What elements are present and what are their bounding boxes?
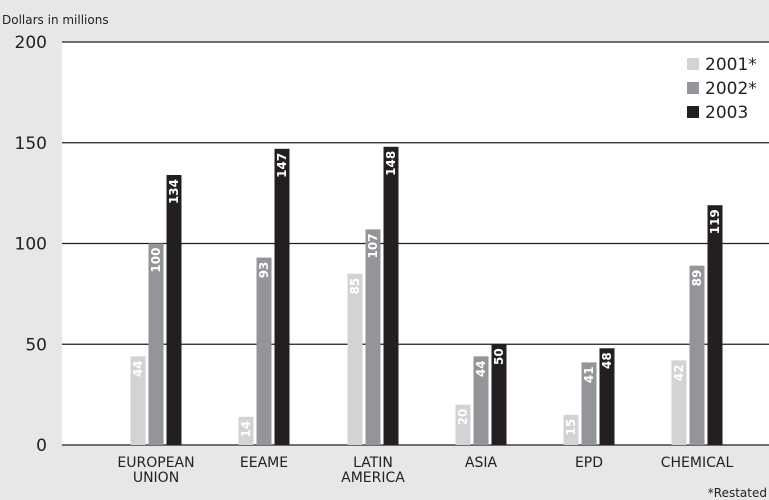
bar-value-label: 85 (348, 278, 362, 295)
bar-value-label: 107 (366, 233, 380, 258)
category-label: AMERICA (341, 470, 405, 486)
bar-value-label: 44 (131, 360, 145, 377)
bar-value-label: 89 (690, 270, 704, 287)
y-axis-ticks: 0 50 100 150 200 (15, 33, 47, 456)
bar-value-label: 100 (149, 248, 163, 273)
bar-value-label: 20 (456, 409, 470, 426)
bar-2001-0 (130, 356, 146, 445)
bar-value-label: 134 (167, 179, 181, 204)
bar-2002-2 (365, 229, 381, 445)
category-label: ASIA (465, 455, 498, 471)
category-label: UNION (133, 470, 179, 486)
category-label: EUROPEAN (117, 455, 194, 471)
bar-2001-5 (671, 360, 687, 445)
bar-value-label: 50 (492, 348, 506, 365)
y-tick-label: 150 (15, 134, 47, 154)
legend-swatch-2002 (687, 82, 699, 94)
legend-label: 2002* (705, 79, 757, 99)
bar-value-label: 14 (239, 421, 253, 438)
bar-value-label: 93 (257, 262, 271, 279)
y-tick-label: 100 (15, 235, 47, 255)
bar-value-label: 42 (672, 364, 686, 381)
bar-2001-3 (455, 404, 471, 445)
bar-2002-0 (148, 243, 164, 445)
bar-value-label: 48 (600, 352, 614, 369)
bar-2003-3 (491, 344, 507, 445)
bar-2001-4 (563, 414, 579, 445)
bar-2003-2 (383, 146, 399, 445)
category-label: LATIN (353, 455, 393, 471)
bar-2002-1 (256, 257, 272, 445)
bar-2002-4 (581, 362, 597, 445)
bar-2003-5 (707, 205, 723, 445)
bars: 44 14 85 20 15 42 100 93 107 44 41 89 134 147 148 50 48 1… (130, 146, 723, 446)
bar-value-label: 147 (275, 153, 289, 178)
bar-2001-2 (347, 273, 363, 445)
legend-label: 2003 (705, 103, 748, 123)
category-label: EEAME (240, 455, 288, 471)
legend: 2001* 2002* 2003 (687, 55, 757, 123)
legend-swatch-2003 (687, 106, 699, 118)
bar-value-label: 119 (708, 209, 722, 234)
y-tick-label: 0 (36, 436, 47, 456)
bar-2002-5 (689, 265, 705, 445)
footnote: *Restated (708, 486, 767, 500)
bar-2001-1 (238, 416, 254, 445)
bar-value-label: 148 (384, 151, 398, 176)
y-tick-label: 50 (25, 335, 47, 355)
category-label: EPD (575, 455, 603, 471)
unit-label: Dollars in millions (2, 13, 109, 27)
bar-value-label: 41 (582, 366, 596, 383)
y-tick-label: 200 (15, 33, 47, 53)
bar-value-label: 44 (474, 360, 488, 377)
legend-swatch-2001 (687, 58, 699, 70)
category-label: CHEMICAL (661, 455, 734, 471)
bar-2002-3 (473, 356, 489, 445)
bar-2003-0 (166, 174, 182, 446)
legend-label: 2001* (705, 55, 757, 75)
bar-2003-4 (599, 348, 615, 445)
bar-value-label: 15 (564, 419, 578, 436)
bar-2003-1 (274, 148, 290, 446)
